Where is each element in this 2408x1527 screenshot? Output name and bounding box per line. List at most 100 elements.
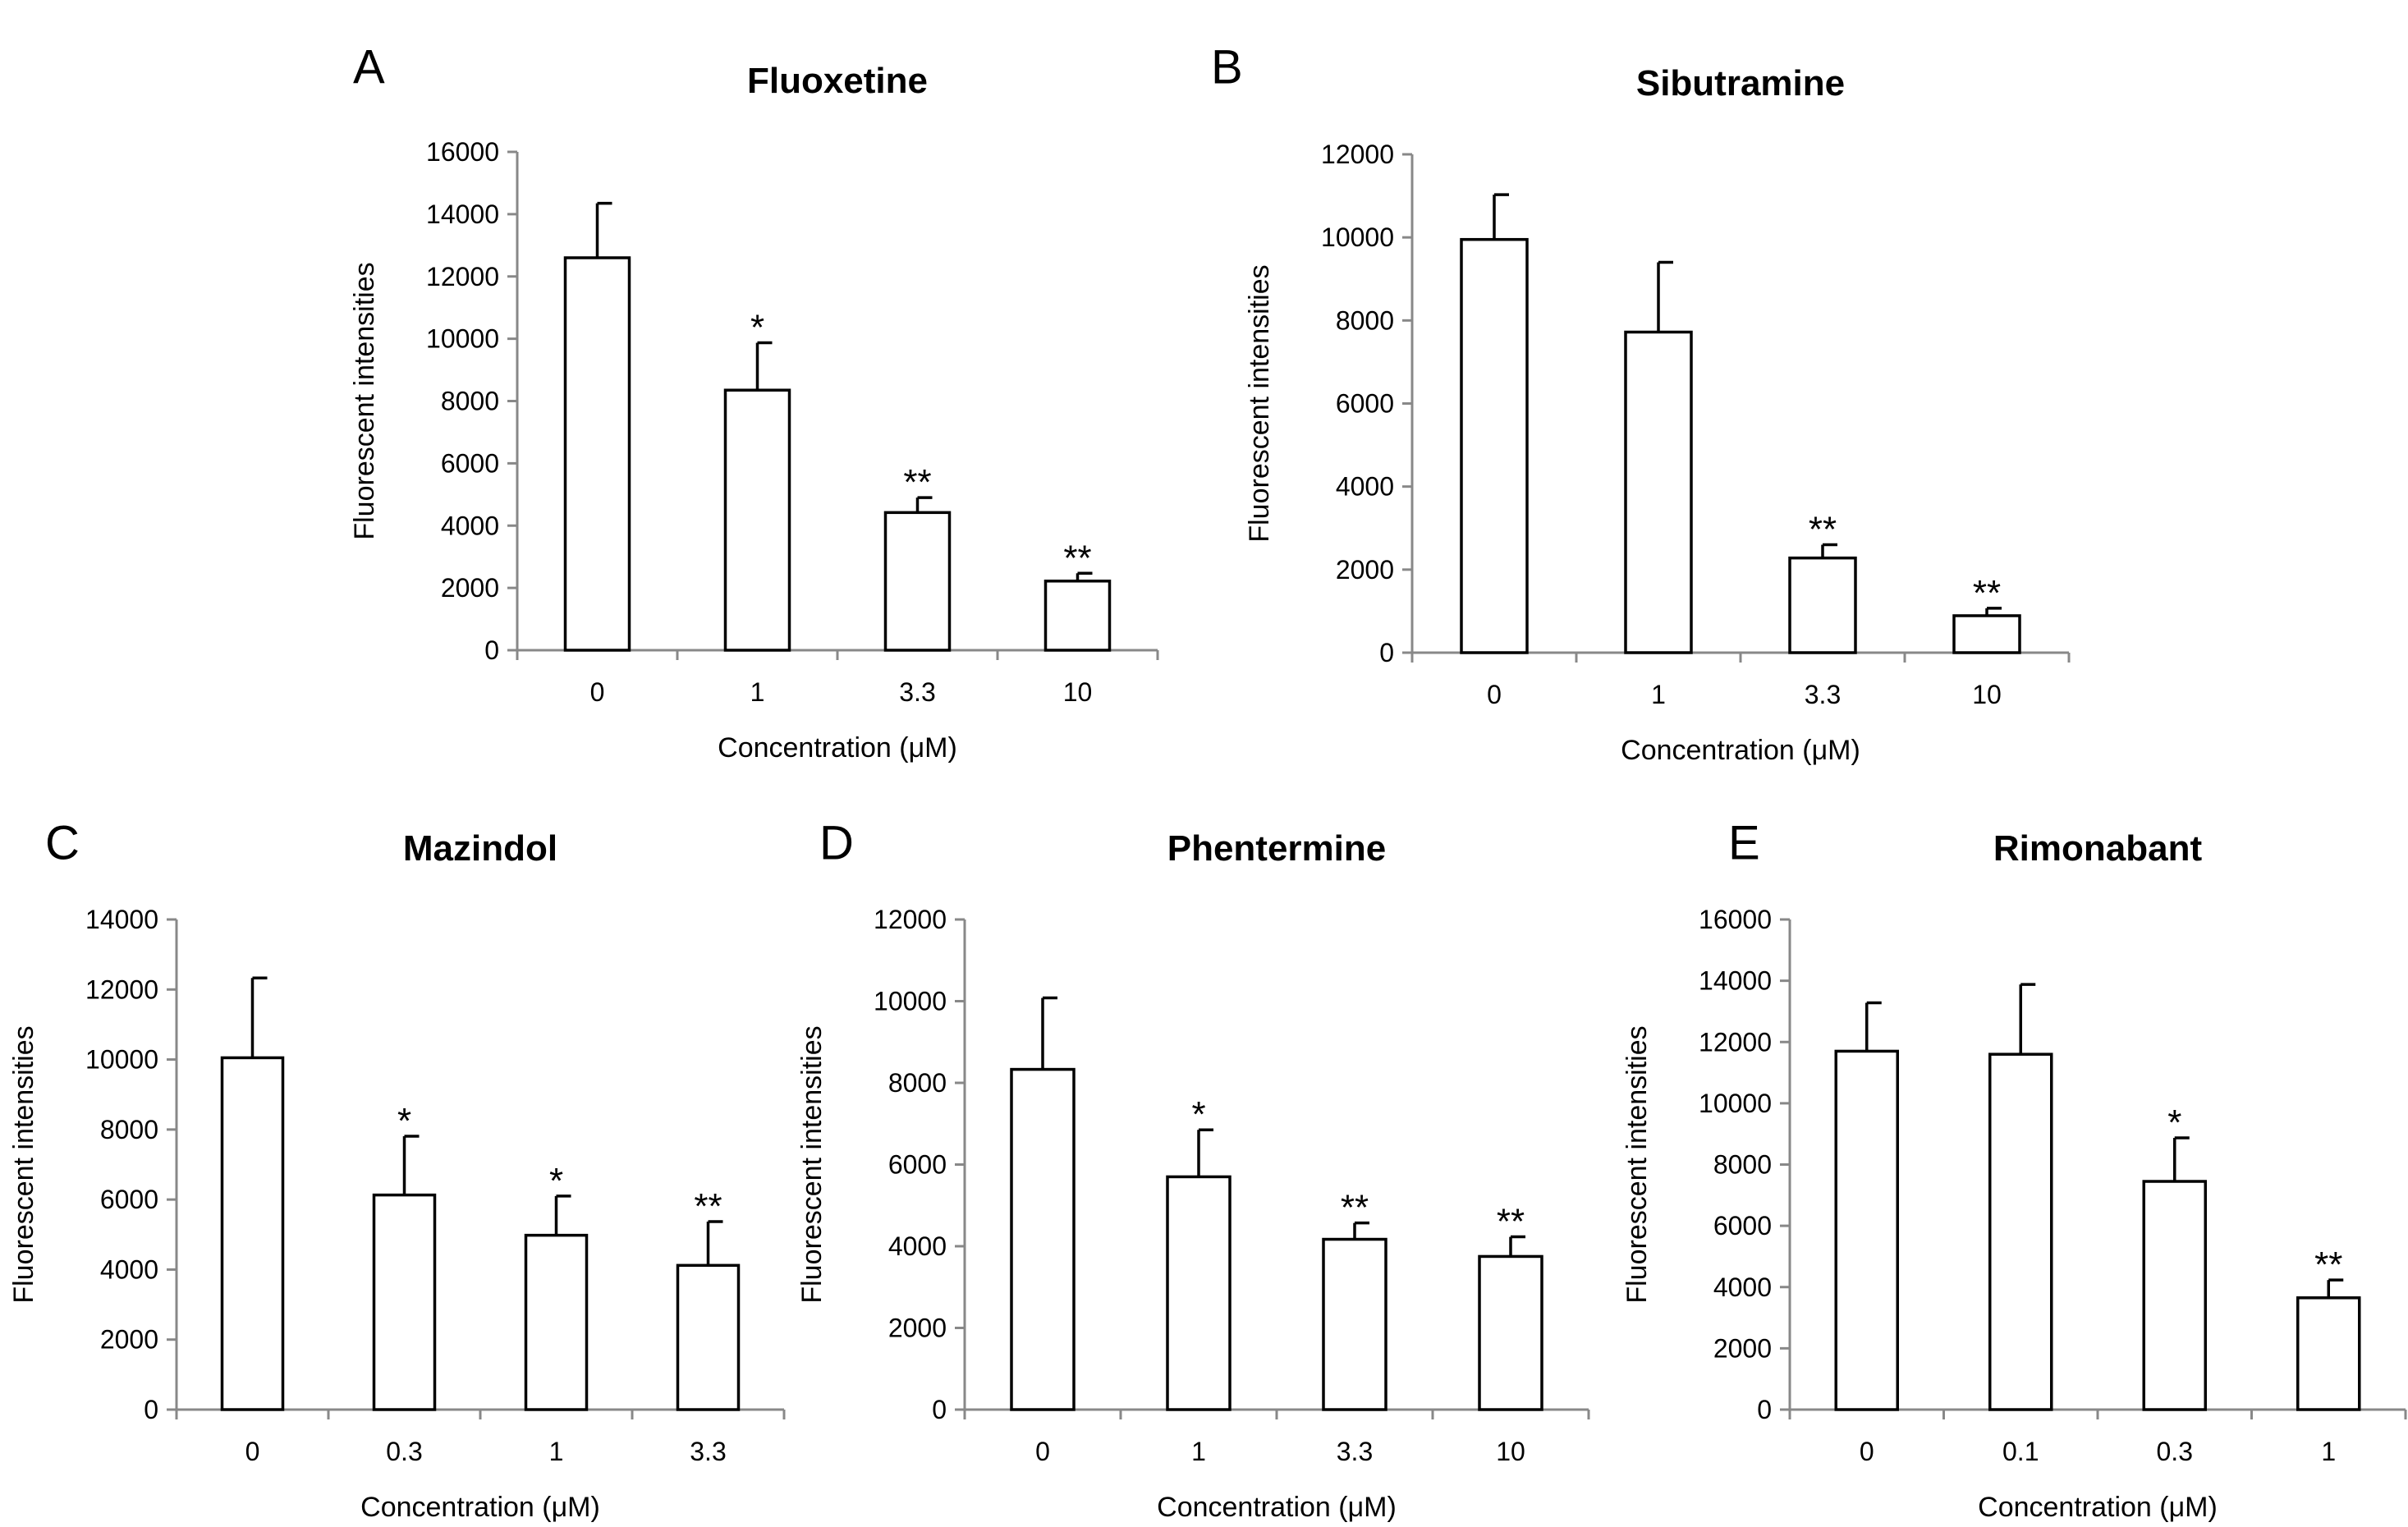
x-tick-label: 1	[750, 677, 765, 707]
bar-0-3	[2142, 1180, 2207, 1411]
bar-1	[1166, 1175, 1232, 1411]
panel-letter: C	[45, 817, 80, 870]
y-tick-label: 12000	[1699, 1027, 1772, 1057]
significance-marker: **	[903, 462, 931, 502]
x-tick-label: 10	[1063, 677, 1093, 707]
y-tick-label: 14000	[426, 199, 499, 229]
y-tick-label: 4000	[441, 511, 499, 540]
y-tick-label: 16000	[1699, 905, 1772, 934]
x-tick-label: 0	[1035, 1437, 1050, 1466]
bar-0	[563, 256, 631, 652]
x-axis-label: Concentration (μM)	[1621, 735, 1860, 766]
y-tick-label: 8000	[1336, 305, 1394, 335]
bar-10	[1478, 1254, 1543, 1411]
bar-3-3	[883, 511, 952, 652]
panel-letter: E	[1728, 817, 1760, 870]
x-axis-label: Concentration (μM)	[718, 732, 957, 764]
y-axis-label: Fluorescent intensities	[796, 1025, 828, 1303]
x-tick-label: 3.3	[1337, 1437, 1373, 1466]
y-tick-label: 6000	[1336, 389, 1394, 419]
significance-marker: *	[397, 1101, 411, 1141]
significance-marker: *	[1191, 1094, 1205, 1135]
y-tick-label: 10000	[1699, 1089, 1772, 1118]
y-tick-label: 10000	[874, 987, 947, 1016]
chart-panel-e: E Rimonabant 0 2000 4000 6000 8000 10000 12000 14…	[1621, 817, 2407, 1523]
y-tick-label: 0	[932, 1395, 947, 1424]
bar-1	[723, 388, 791, 652]
y-axis-label: Fluorescent intensities	[8, 1025, 39, 1303]
bar-3-3	[1322, 1237, 1387, 1411]
y-tick-label: 0	[1379, 638, 1394, 667]
y-tick-label: 8000	[441, 387, 499, 416]
x-axis-label: Concentration (μM)	[1978, 1492, 2218, 1523]
y-tick-label: 2000	[1336, 555, 1394, 585]
chart-panel-d: D Phentermine 0 2000 4000 6000 8000 10000 12000 F…	[796, 817, 1590, 1523]
y-tick-label: 14000	[85, 905, 158, 934]
y-tick-label: 4000	[100, 1254, 158, 1284]
bar-0	[220, 1056, 285, 1411]
bar-10	[1952, 614, 2021, 654]
y-tick-label: 2000	[441, 573, 499, 603]
bar-10	[1043, 580, 1112, 652]
significance-marker: *	[2167, 1103, 2181, 1143]
y-axis-label: Fluorescent intensities	[1621, 1025, 1653, 1303]
chart-title: Rimonabant	[1993, 828, 2203, 869]
y-tick-label: 6000	[1713, 1211, 1772, 1240]
x-tick-label: 0.1	[2002, 1437, 2039, 1466]
x-tick-label: 1	[1651, 680, 1666, 709]
bar-3-3	[1788, 556, 1857, 654]
bar-0	[1834, 1049, 1899, 1411]
x-tick-label: 1	[2321, 1437, 2336, 1466]
chart-title: Sibutramine	[1636, 63, 1845, 103]
y-tick-label: 10000	[1321, 222, 1394, 252]
x-tick-label: 0.3	[2157, 1437, 2193, 1466]
y-tick-label: 16000	[426, 137, 499, 167]
significance-marker: **	[1497, 1202, 1525, 1242]
significance-marker: **	[2314, 1245, 2342, 1285]
y-tick-label: 8000	[100, 1115, 158, 1144]
bar-0	[1460, 237, 1529, 654]
y-tick-label: 6000	[441, 448, 499, 478]
x-tick-label: 10	[1496, 1437, 1525, 1466]
bar-0-1	[1988, 1052, 2053, 1411]
x-tick-label: 1	[549, 1437, 564, 1466]
chart-title: Phentermine	[1167, 828, 1387, 869]
y-tick-label: 0	[1757, 1395, 1772, 1424]
x-axis-label: Concentration (μM)	[1157, 1492, 1397, 1523]
panel-letter: D	[819, 817, 854, 870]
chart-title: Fluoxetine	[747, 61, 928, 101]
y-tick-label: 10000	[85, 1045, 158, 1075]
chart-panel-c: C Mazindol 0 2000 4000 6000 8000 10000 12000 1400…	[8, 817, 786, 1523]
x-tick-label: 10	[1972, 680, 2002, 709]
y-axis-label: Fluorescent intensities	[1244, 264, 1275, 542]
x-tick-label: 0	[245, 1437, 260, 1466]
x-axis-label: Concentration (μM)	[360, 1492, 600, 1523]
significance-marker: **	[1809, 509, 1837, 549]
y-tick-label: 12000	[85, 974, 158, 1004]
x-tick-label: 0	[1860, 1437, 1874, 1466]
bar-0-3	[372, 1193, 437, 1411]
y-tick-label: 4000	[1713, 1272, 1772, 1302]
y-axis-label: Fluorescent intensities	[349, 262, 380, 539]
y-tick-label: 0	[144, 1395, 158, 1424]
y-tick-label: 2000	[100, 1325, 158, 1355]
chart-panel-a: A Fluoxetine 0 2000 4000 6000 8000 10000 12000 14…	[349, 41, 1159, 764]
y-tick-label: 0	[484, 635, 499, 665]
y-tick-label: 2000	[888, 1314, 947, 1343]
y-tick-label: 12000	[426, 262, 499, 291]
significance-marker: *	[549, 1161, 563, 1201]
significance-marker: **	[1063, 538, 1091, 578]
bar-1	[524, 1233, 589, 1411]
panel-letter: B	[1211, 41, 1243, 94]
bar-1	[1624, 330, 1693, 654]
y-tick-label: 8000	[888, 1068, 947, 1098]
significance-marker: *	[750, 308, 764, 348]
y-tick-label: 4000	[1336, 472, 1394, 502]
x-tick-label: 3.3	[1805, 680, 1841, 709]
panel-letter: A	[353, 41, 385, 94]
y-tick-label: 12000	[1321, 140, 1394, 169]
bar-1	[2296, 1296, 2361, 1411]
chart-panel-b: B Sibutramine 0 2000 4000 6000 8000 10000 12000 F…	[1211, 41, 2071, 766]
y-tick-label: 6000	[100, 1185, 158, 1214]
